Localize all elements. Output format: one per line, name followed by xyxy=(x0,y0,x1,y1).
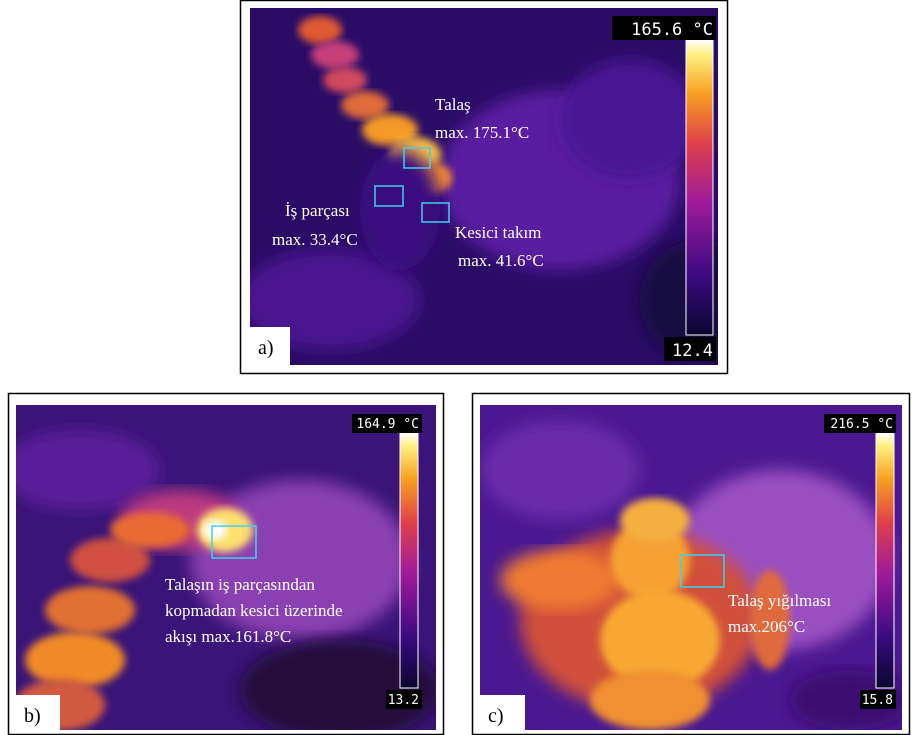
heat-region xyxy=(45,586,135,634)
annotation: Kesici takım xyxy=(455,223,541,242)
heat-region xyxy=(590,670,710,730)
annotation: max. 175.1°C xyxy=(435,123,529,142)
annotation: max. 33.4°C xyxy=(272,230,358,249)
panel-label: b) xyxy=(24,705,41,727)
heat-region xyxy=(480,420,640,520)
heat-region xyxy=(298,16,342,44)
heat-region xyxy=(311,41,359,69)
heat-region xyxy=(620,498,690,542)
heat-region xyxy=(25,632,125,688)
annotation: Talaş xyxy=(435,95,471,114)
scale-max-label: 164.9 °C xyxy=(356,417,419,432)
color-scale-bar xyxy=(686,40,713,335)
heat-region xyxy=(323,67,367,93)
annotation: Talaşın iş parçasından xyxy=(165,575,315,594)
color-scale-bar xyxy=(876,433,894,688)
annotation: max. 41.6°C xyxy=(458,251,544,270)
panel: 165.6 °C 12.4 Talaş max. 175.1°C İş parçası m… xyxy=(240,1,760,374)
panel-label: c) xyxy=(488,705,504,727)
annotation: kopmadan kesici üzerinde xyxy=(165,601,343,620)
panel: 216.5 °C 15.8 Talaş yığılması max.206°C c) xyxy=(473,394,911,735)
figure: 165.6 °C 12.4 Talaş max. 175.1°C İş parçası m… xyxy=(0,0,912,735)
panel: 164.9 °C 13.2 Talaşın iş parçasından kopmad… xyxy=(0,394,444,735)
scale-min-label: 12.4 xyxy=(672,341,713,361)
scale-max-label: 216.5 °C xyxy=(830,417,893,432)
thermal-image xyxy=(0,405,440,735)
heat-region xyxy=(500,550,620,610)
thermal-image xyxy=(240,8,760,365)
heat-region xyxy=(203,520,227,540)
annotation: max.206°C xyxy=(728,617,805,636)
annotation: İş parçası xyxy=(285,201,350,220)
annotation: Talaş yığılması xyxy=(728,591,831,610)
panel-label: a) xyxy=(258,337,274,359)
annotation: akışı max.161.8°C xyxy=(165,627,291,646)
thermal-image xyxy=(480,405,910,730)
heat-region xyxy=(110,512,190,548)
scale-min-label: 15.8 xyxy=(862,693,893,708)
heat-region xyxy=(560,60,700,180)
heat-region xyxy=(0,430,160,510)
color-scale-bar xyxy=(400,433,418,688)
scale-min-label: 13.2 xyxy=(388,693,419,708)
scale-max-label: 165.6 °C xyxy=(631,20,713,40)
